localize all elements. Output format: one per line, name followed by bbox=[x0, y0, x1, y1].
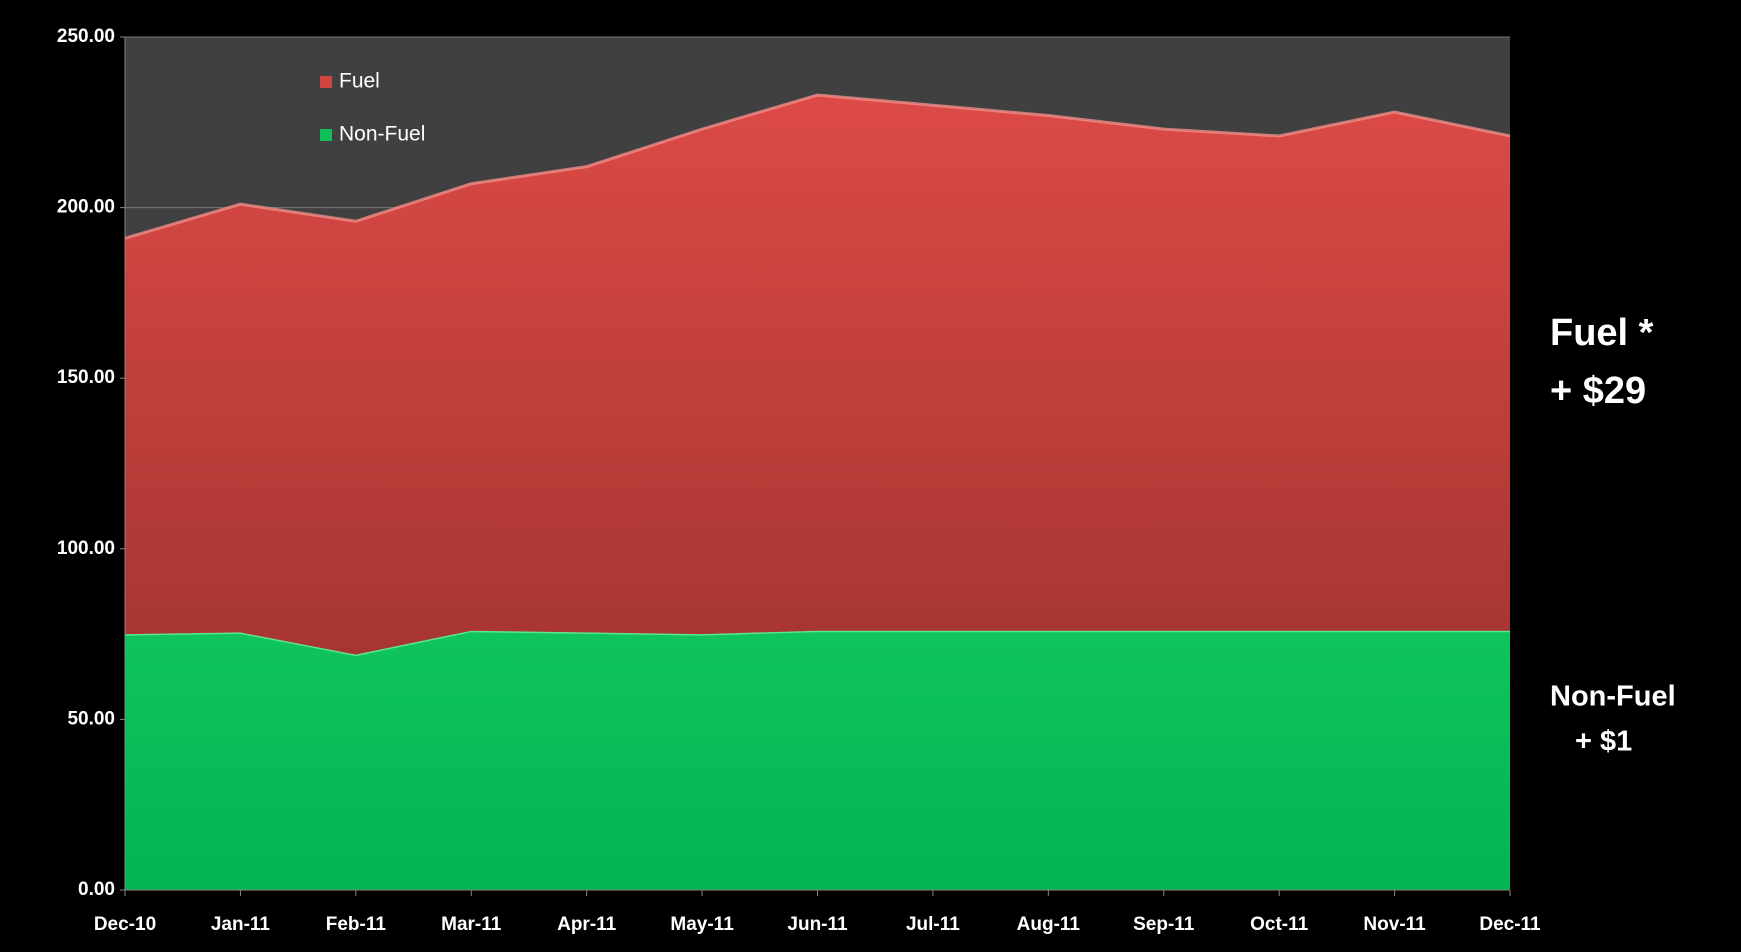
y-tick-label: 50.00 bbox=[67, 708, 115, 729]
x-tick-label: Jun-11 bbox=[787, 914, 848, 935]
annotation: Fuel * bbox=[1550, 312, 1654, 354]
annotation: + $1 bbox=[1575, 726, 1632, 758]
area bbox=[125, 630, 1510, 890]
y-tick-label: 150.00 bbox=[57, 367, 115, 388]
x-tick-label: Dec-10 bbox=[94, 914, 156, 935]
y-tick-label: 200.00 bbox=[57, 197, 115, 218]
area-edge bbox=[124, 93, 1511, 240]
x-tick-label: Oct-11 bbox=[1250, 914, 1309, 935]
annotation: + $29 bbox=[1550, 370, 1646, 412]
x-tick-label: Jan-11 bbox=[211, 914, 271, 935]
x-tick-label: Jul-11 bbox=[906, 914, 960, 935]
x-tick-label: Aug-11 bbox=[1017, 914, 1081, 935]
x-tick-label: May-11 bbox=[670, 914, 734, 935]
x-tick-label: Mar-11 bbox=[441, 914, 502, 935]
legend-swatch bbox=[320, 76, 332, 88]
legend-swatch bbox=[320, 129, 332, 141]
annotation: Non-Fuel bbox=[1550, 681, 1676, 713]
area bbox=[125, 95, 1510, 655]
y-tick-label: 0.00 bbox=[78, 879, 115, 900]
x-tick-label: Sep-11 bbox=[1133, 914, 1195, 935]
legend-label: Non-Fuel bbox=[339, 123, 425, 146]
y-tick-label: 250.00 bbox=[57, 26, 115, 47]
y-tick-label: 100.00 bbox=[57, 538, 115, 559]
x-tick-label: Dec-11 bbox=[1479, 914, 1541, 935]
x-tick-label: Nov-11 bbox=[1363, 914, 1426, 935]
legend-label: Fuel bbox=[339, 70, 380, 93]
x-tick-label: Apr-11 bbox=[557, 914, 617, 935]
x-tick-label: Feb-11 bbox=[326, 914, 387, 935]
